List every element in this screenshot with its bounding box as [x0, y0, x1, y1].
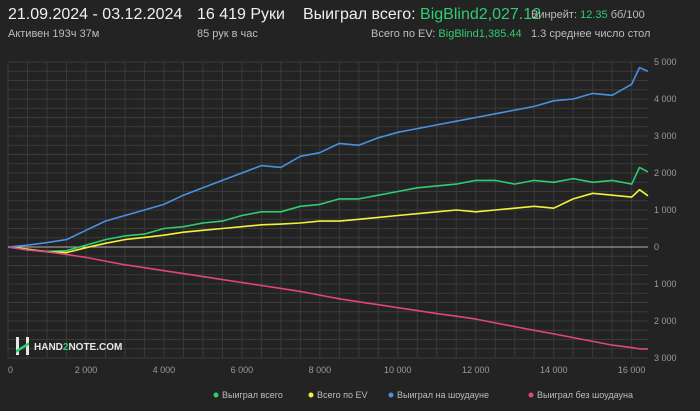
won-total-value: BigBlind2,027.12: [420, 6, 542, 23]
series-line-2: [7, 66, 649, 248]
x-axis-ticks: 0 2 000 4 000 6 000 8 000 10 000 12 000 14 000 1…: [8, 365, 645, 375]
legend-marker: [213, 392, 219, 398]
logo-text-mid: 2: [63, 342, 69, 353]
hand2note-logo: HAND2NOTE.COM: [16, 337, 122, 355]
series-line-3: [7, 246, 649, 350]
chart-grid: [7, 61, 648, 359]
y-tick-label: 1 000: [654, 205, 677, 215]
y-tick-label: 2 000: [654, 168, 677, 178]
legend-label: Всего по EV: [317, 390, 367, 400]
y-tick-label: 3 000: [654, 353, 677, 363]
x-tick-label: 4 000: [153, 365, 176, 375]
legend-label: Выиграл без шоудауна: [537, 390, 633, 400]
legend-marker: [528, 392, 534, 398]
ev-total-value: BigBlind1,385.44: [438, 28, 522, 40]
avg-tables: 1.3 среднее число стол: [531, 28, 651, 40]
won-total: Выиграл всего: BigBlind2,027.12: [303, 6, 541, 24]
active-time: Активен 193ч 37м: [8, 28, 100, 40]
winrate: Винрейт: 12.35 бб/100: [531, 9, 645, 21]
y-tick-label: 5 000: [654, 57, 677, 67]
legend-marker: [308, 392, 314, 398]
x-tick-label: 12 000: [462, 365, 490, 375]
winrate-label: Винрейт:: [531, 9, 578, 21]
hand2note-logo-icon: [16, 337, 29, 355]
x-tick-label: 0: [8, 365, 13, 375]
y-tick-label: 0: [654, 242, 659, 252]
chart-series: [7, 66, 649, 350]
winrate-unit: бб/100: [610, 9, 645, 21]
hands-count: 16 419 Руки: [197, 6, 285, 23]
y-axis-ticks: 5 000 4 000 3 000 2 000 1 000 0 1 000 2 000 3 00…: [654, 57, 677, 363]
y-tick-label: 1 000: [654, 279, 677, 289]
x-tick-label: 16 000: [618, 365, 646, 375]
won-total-label: Выиграл всего:: [303, 6, 416, 23]
ev-total-label: Всего по EV:: [371, 28, 436, 40]
legend-label: Выиграл на шоудауне: [397, 390, 489, 400]
x-tick-label: 6 000: [231, 365, 254, 375]
logo-text-right: NOTE.COM: [68, 342, 122, 353]
stats-header: 21.09.2024 - 03.12.2024 Активен 193ч 37м…: [0, 0, 700, 52]
y-tick-label: 3 000: [654, 131, 677, 141]
series-line-0: [7, 166, 649, 253]
legend-marker: [388, 392, 394, 398]
winrate-value: 12.35: [580, 9, 608, 21]
x-tick-label: 14 000: [540, 365, 568, 375]
chart-legend: Выиграл всего Всего по EV Выиграл на шоуда…: [213, 390, 633, 400]
ev-total: Всего по EV: BigBlind1,385.44: [371, 28, 522, 40]
hands-rate: 85 рук в час: [197, 28, 258, 40]
x-tick-label: 10 000: [384, 365, 412, 375]
legend-label: Выиграл всего: [222, 390, 283, 400]
y-tick-label: 4 000: [654, 94, 677, 104]
logo-text: HAND2NOTE.COM: [34, 342, 122, 353]
y-tick-label: 2 000: [654, 316, 677, 326]
x-tick-label: 8 000: [309, 365, 332, 375]
x-tick-label: 2 000: [75, 365, 98, 375]
series-line-1: [7, 188, 649, 254]
date-range: 21.09.2024 - 03.12.2024: [8, 6, 183, 23]
logo-text-left: HAND: [34, 342, 63, 353]
